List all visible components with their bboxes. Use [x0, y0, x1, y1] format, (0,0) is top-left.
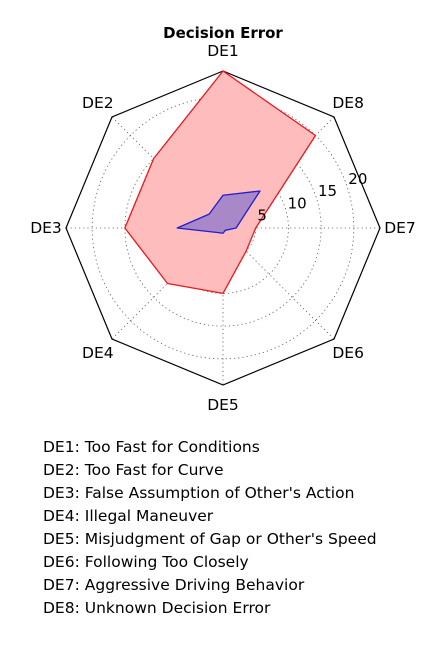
- legend-item-de6: DE6Following Too Closely: [43, 551, 377, 574]
- axis-label-de1: DE1: [207, 42, 239, 60]
- grid-ring-20: [91, 96, 355, 360]
- r-tick-15: 15: [318, 182, 337, 200]
- r-tick-20: 20: [348, 170, 367, 188]
- legend-item-de3: DE3False Assumption of Other's Action: [43, 482, 377, 505]
- legend-item-de7: DE7Aggressive Driving Behavior: [43, 574, 377, 597]
- axis-label-de6: DE6: [332, 344, 364, 362]
- legend-item-de4: DE4Illegal Maneuver: [43, 505, 377, 528]
- axis-label-de3: DE3: [30, 219, 62, 237]
- axis-label-de4: DE4: [82, 344, 114, 362]
- r-tick-10: 10: [288, 194, 307, 212]
- legend-item-de8: DE8Unknown Decision Error: [43, 597, 377, 620]
- chart-title: Decision Error: [163, 24, 283, 42]
- axis-label-de5: DE5: [207, 396, 239, 414]
- legend-item-de1: DE1Too Fast for Conditions: [43, 436, 377, 459]
- axis-label-de8: DE8: [332, 94, 364, 112]
- series-1-area: [124, 70, 317, 295]
- legend-item-de5: DE5Misjudgment of Gap or Other's Speed: [43, 528, 377, 551]
- radar-frame: [65, 70, 381, 386]
- radar-chart: Decision Error 5 10 15 20 DE1 DE2 DE3 DE4 DE5 DE6…: [30, 24, 416, 414]
- axis-legend: DE1Too Fast for Conditions DE2Too Fast f…: [43, 436, 377, 620]
- r-tick-5: 5: [257, 207, 267, 225]
- legend-item-de2: DE2Too Fast for Curve: [43, 459, 377, 482]
- axis-label-de7: DE7: [384, 219, 416, 237]
- series-2-area: [176, 190, 261, 234]
- axis-label-de2: DE2: [82, 94, 114, 112]
